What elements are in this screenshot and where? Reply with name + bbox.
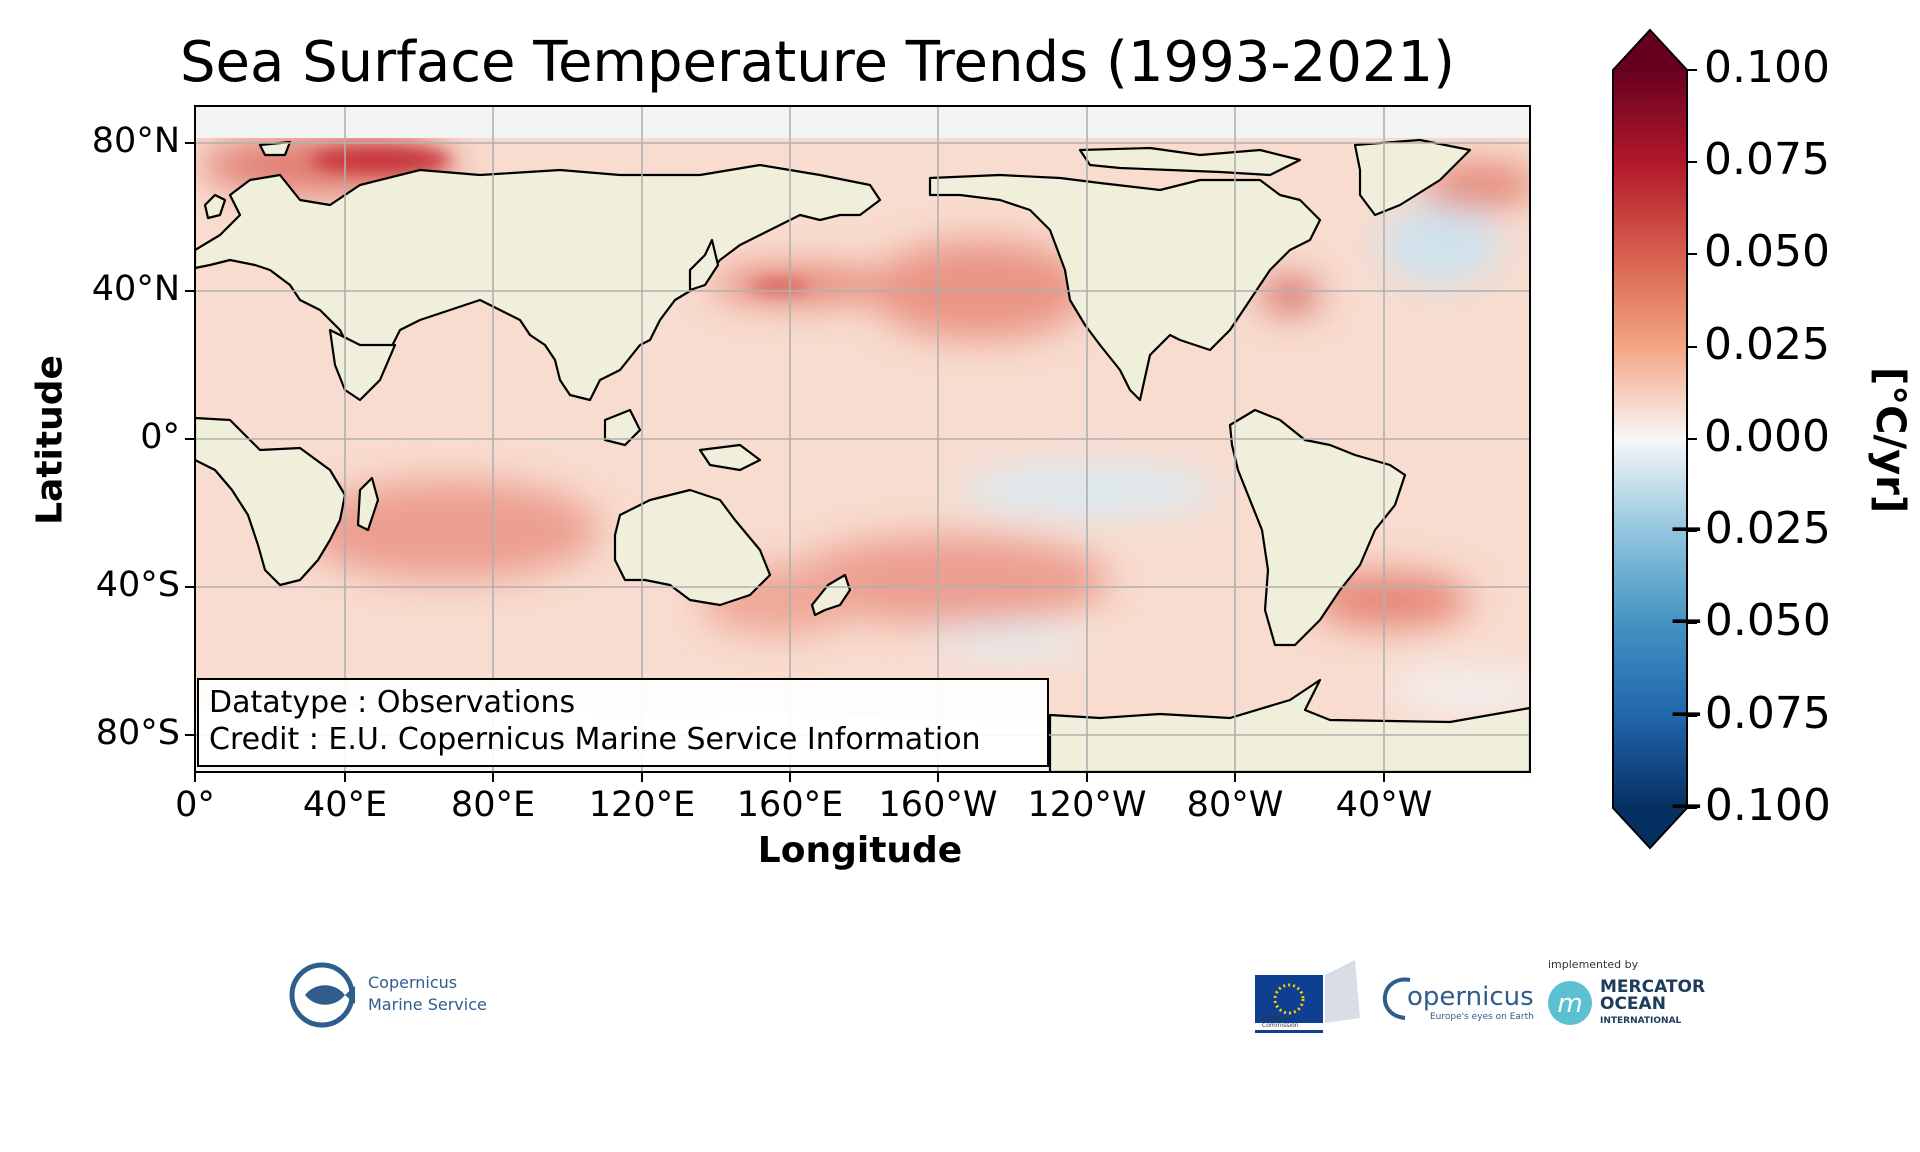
svg-text:m: m <box>1557 989 1582 1019</box>
mercator-logo-graphic: m <box>1548 981 1592 1025</box>
australia <box>613 488 772 607</box>
colorbar-tick-label: −0.075 <box>1668 688 1831 739</box>
mercator-implemented-by: implemented by <box>1548 958 1639 971</box>
colorbar-label: [°C/yr] <box>1867 366 1913 514</box>
x-axis-label: Longitude <box>757 830 963 871</box>
japan <box>688 238 720 292</box>
copernicus-logo-graphic <box>1382 977 1411 1020</box>
xtick-label: 80°W <box>1186 785 1284 825</box>
new-zealand <box>810 573 852 617</box>
ytick-label: 80°S <box>95 713 180 753</box>
arctic-archipelago <box>1078 146 1302 177</box>
arabia <box>328 328 397 402</box>
colorbar-tick-label: −0.100 <box>1668 780 1831 831</box>
ytick-label: 80°N <box>91 121 180 161</box>
mercator-line2: OCEAN <box>1600 994 1666 1014</box>
map-area <box>195 106 1530 772</box>
xtick-label: 80°E <box>450 785 536 825</box>
copernicus-tagline: Europe's eyes on Earth <box>1430 1012 1534 1022</box>
y-axis-label: Latitude <box>29 355 71 525</box>
xtick-label: 120°E <box>588 785 696 825</box>
svalbard <box>258 140 292 157</box>
borneo <box>603 408 642 447</box>
cmems-logo-line2: Marine Service <box>368 995 487 1014</box>
chart-title: Sea Surface Temperature Trends (1993-202… <box>180 30 1455 95</box>
colorbar-tick-label: −0.025 <box>1668 503 1831 554</box>
ytick-label: 0° <box>140 417 180 457</box>
cmems-logo-graphic <box>289 962 355 1028</box>
colorbar-gradient <box>1613 70 1687 808</box>
copernicus-logo-text: opernicus <box>1407 982 1534 1012</box>
colorbar-tick-label: 0.100 <box>1704 42 1830 93</box>
xtick-label: 160°W <box>878 785 998 825</box>
ytick-label: 40°N <box>91 269 180 309</box>
colorbar-tick-label: 0.000 <box>1704 411 1830 462</box>
land <box>195 138 1530 772</box>
colorbar-tick-label: 0.050 <box>1704 226 1830 277</box>
info-credit: Credit : E.U. Copernicus Marine Service … <box>209 722 981 757</box>
xtick-label: 160°E <box>736 785 844 825</box>
eu-commission-logo <box>1255 960 1360 1033</box>
info-datatype: Datatype : Observations <box>209 685 576 720</box>
xtick-label: 40°E <box>302 785 388 825</box>
colorbar-tick-label: −0.050 <box>1668 595 1831 646</box>
mercator-line3: INTERNATIONAL <box>1600 1016 1682 1026</box>
africa <box>195 416 347 587</box>
antarctica <box>1048 678 1530 772</box>
xtick-label: 120°W <box>1027 785 1147 825</box>
mercator-line1: MERCATOR <box>1600 977 1706 997</box>
colorbar-tick-label: 0.025 <box>1704 319 1830 370</box>
colorbar-extend-max <box>1613 30 1687 70</box>
north-america <box>928 173 1322 402</box>
new-guinea <box>698 443 762 472</box>
colorbar-tick-label: 0.075 <box>1704 134 1830 185</box>
madagascar <box>356 476 380 532</box>
colorbar-extend-min <box>1613 808 1687 848</box>
arctic-ice <box>195 106 1530 138</box>
ytick-label: 40°S <box>95 565 180 605</box>
eu-logo-line1: European <box>1262 1015 1291 1022</box>
cmems-logo-line1: Copernicus <box>368 973 458 992</box>
colorbar <box>1612 28 1697 850</box>
tick-marks <box>185 142 1385 782</box>
info-box: Datatype : Observations Credit : E.U. Co… <box>197 678 1049 767</box>
eu-logo-line2: Commission <box>1262 1022 1299 1029</box>
uk <box>203 193 227 220</box>
xtick-label: 40°W <box>1335 785 1433 825</box>
xtick-label: 0° <box>175 785 215 825</box>
